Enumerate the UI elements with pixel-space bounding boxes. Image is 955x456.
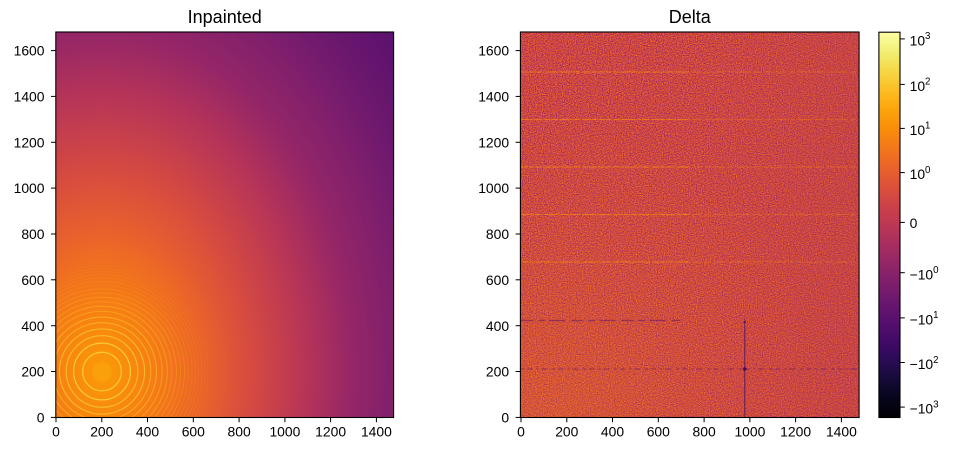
svg-text:1200: 1200 xyxy=(478,134,509,150)
svg-text:800: 800 xyxy=(486,226,509,242)
svg-text:1200: 1200 xyxy=(14,134,45,150)
svg-text:400: 400 xyxy=(601,424,624,440)
svg-text:−101: −101 xyxy=(910,310,939,327)
svg-text:−100: −100 xyxy=(910,265,940,282)
svg-text:800: 800 xyxy=(21,226,44,242)
svg-text:Inpainted: Inpainted xyxy=(188,7,262,27)
svg-text:Delta: Delta xyxy=(669,7,712,27)
svg-text:1400: 1400 xyxy=(14,89,45,105)
svg-text:800: 800 xyxy=(693,424,716,440)
svg-text:400: 400 xyxy=(21,318,44,334)
svg-text:0: 0 xyxy=(517,424,525,440)
svg-text:400: 400 xyxy=(486,318,509,334)
svg-text:600: 600 xyxy=(182,424,205,440)
svg-text:200: 200 xyxy=(486,364,509,380)
svg-text:1000: 1000 xyxy=(734,424,765,440)
svg-text:600: 600 xyxy=(486,272,509,288)
svg-text:0: 0 xyxy=(501,410,509,426)
svg-text:1600: 1600 xyxy=(478,43,509,59)
svg-text:200: 200 xyxy=(555,424,578,440)
svg-text:400: 400 xyxy=(136,424,159,440)
svg-text:1400: 1400 xyxy=(478,89,509,105)
svg-text:200: 200 xyxy=(21,364,44,380)
svg-text:1000: 1000 xyxy=(14,180,45,196)
svg-text:0: 0 xyxy=(910,215,918,231)
svg-text:1000: 1000 xyxy=(478,180,509,196)
svg-text:600: 600 xyxy=(21,272,44,288)
svg-text:0: 0 xyxy=(52,424,60,440)
svg-text:800: 800 xyxy=(228,424,251,440)
svg-text:1400: 1400 xyxy=(361,424,392,440)
svg-text:1000: 1000 xyxy=(269,424,300,440)
svg-text:1200: 1200 xyxy=(780,424,811,440)
svg-text:600: 600 xyxy=(647,424,670,440)
svg-text:0: 0 xyxy=(37,410,45,426)
svg-text:200: 200 xyxy=(90,424,113,440)
svg-text:−103: −103 xyxy=(910,399,939,416)
svg-text:1400: 1400 xyxy=(826,424,857,440)
svg-text:1200: 1200 xyxy=(315,424,346,440)
svg-text:1600: 1600 xyxy=(14,43,45,59)
svg-text:−102: −102 xyxy=(910,355,939,372)
